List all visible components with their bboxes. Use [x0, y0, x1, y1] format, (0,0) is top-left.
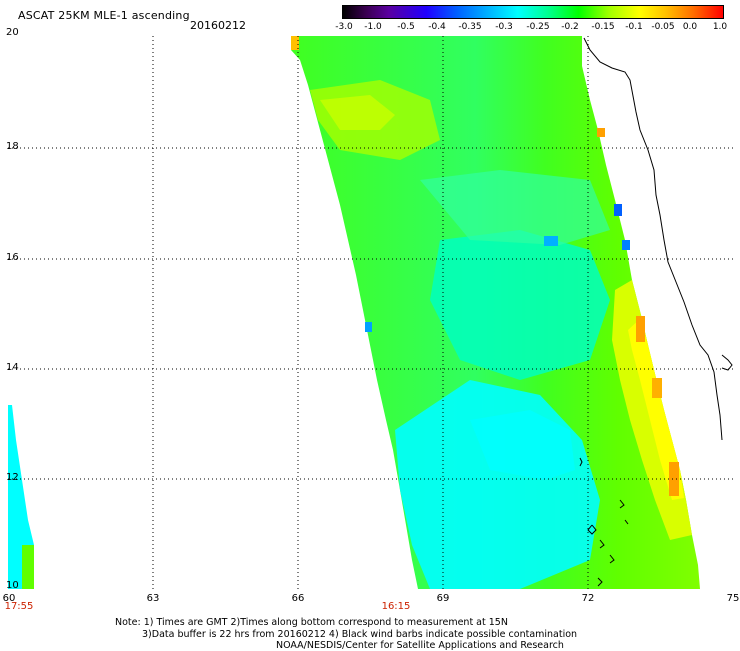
lat-label: 14 [6, 362, 19, 373]
colorbar-label: 1.0 [712, 22, 728, 32]
lon-label: 66 [291, 593, 305, 604]
lat-label: 10 [6, 580, 19, 591]
lon-label: 60 [2, 593, 16, 604]
swath-cell [291, 36, 299, 50]
lat-label: 12 [6, 472, 19, 483]
left-swath [22, 545, 34, 589]
colorbar-label: -1.0 [364, 22, 382, 32]
colorbar-label: -0.5 [397, 22, 415, 32]
lat-label: 16 [6, 252, 19, 263]
pass-time-label: 17:55 [4, 601, 34, 612]
lon-label: 69 [436, 593, 450, 604]
swath-region [628, 318, 684, 500]
colorbar-label: 0.0 [682, 22, 698, 32]
swath-region [320, 95, 395, 130]
colorbar-label: -0.4 [428, 22, 446, 32]
colorbar [342, 5, 724, 19]
colorbar-label: -0.05 [651, 22, 675, 32]
swath-cell [669, 462, 679, 496]
swath-cell [652, 378, 662, 398]
colorbar-label: -0.15 [591, 22, 615, 32]
islands [579, 457, 629, 587]
swath-cell [597, 128, 605, 137]
footer-note-line2: 3)Data buffer is 22 hrs from 20160212 4)… [142, 629, 578, 640]
swath-region [470, 410, 575, 480]
lat-label: 20 [6, 27, 19, 38]
coastline [721, 354, 733, 371]
product-date: 20160212 [190, 19, 246, 32]
colorbar-label: -0.3 [495, 22, 513, 32]
colorbar-label: -0.2 [561, 22, 579, 32]
colorbar-label: -0.25 [526, 22, 550, 32]
lon-label: 72 [581, 593, 595, 604]
swath-cell [622, 240, 630, 250]
lon-label: 63 [146, 593, 160, 604]
colorbar-label: -0.1 [625, 22, 643, 32]
lat-lon-grid [8, 36, 734, 589]
colorbar-label: -0.35 [458, 22, 482, 32]
footer-credit: NOAA/NESDIS/Center for Satellite Applica… [276, 640, 564, 651]
pass-time-label: 16:15 [381, 601, 411, 612]
swath-cell [544, 236, 558, 246]
swath-cell [614, 204, 622, 216]
swath-cell [365, 322, 372, 332]
swath-region [420, 170, 610, 245]
colorbar-label: -3.0 [335, 22, 353, 32]
lon-label: 75 [726, 593, 740, 604]
swath-cell [636, 316, 645, 342]
left-swath [8, 405, 34, 589]
swath-region [430, 230, 610, 380]
coastline [583, 37, 723, 441]
lat-label: 18 [6, 141, 19, 152]
footer-note-line1: Note: 1) Times are GMT 2)Times along bot… [115, 617, 508, 628]
product-title: ASCAT 25KM MLE-1 ascending [18, 9, 190, 22]
